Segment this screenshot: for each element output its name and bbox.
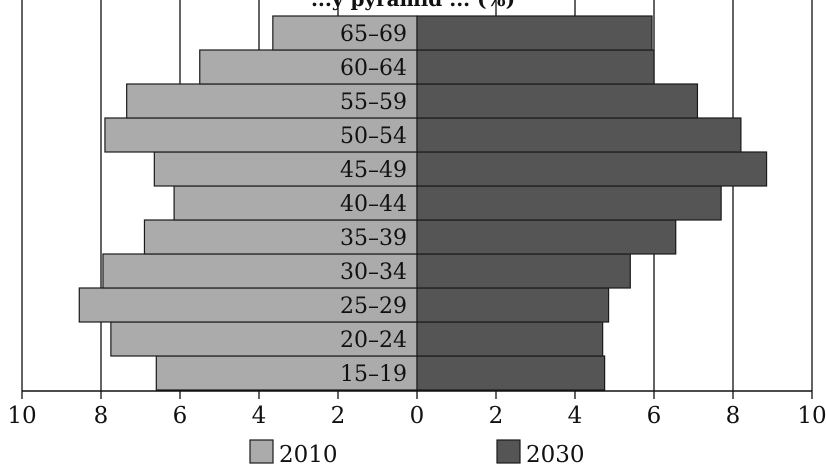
category-label-25–29: 25–29 <box>340 294 407 319</box>
category-label-50–54: 50–54 <box>340 124 407 149</box>
bar-2010-20–24 <box>110 321 418 357</box>
category-label-65–69: 65–69 <box>340 22 407 47</box>
bar-2030-50–54 <box>416 117 742 153</box>
bars <box>78 15 768 391</box>
bar-2030-15–19 <box>416 355 606 391</box>
category-label-40–44: 40–44 <box>340 192 407 217</box>
legend-label-2010: 2010 <box>279 442 338 464</box>
bar-2010-30–34 <box>102 253 418 289</box>
bar-2010-45–49 <box>153 151 418 187</box>
x-tick-label-3: 4 <box>252 403 267 429</box>
x-tick-label-8: 6 <box>647 403 662 429</box>
x-tick-label-0: 10 <box>7 403 36 429</box>
x-tick-label-10: 10 <box>797 403 826 429</box>
category-label-30–34: 30–34 <box>340 260 407 285</box>
bar-2030-45–49 <box>416 151 768 187</box>
x-tick-label-6: 2 <box>489 403 504 429</box>
category-labels: 15–19 20–24 25–29 30–34 35–39 40–44 45–49 50–54… <box>340 22 407 387</box>
bar-2030-20–24 <box>416 321 604 357</box>
category-label-45–49: 45–49 <box>340 158 407 183</box>
category-label-55–59: 55–59 <box>340 90 407 115</box>
bar-2010-40–44 <box>173 185 418 221</box>
legend-swatch-2030 <box>496 439 521 464</box>
bar-2010-50–54 <box>104 117 418 153</box>
x-tick-label-7: 4 <box>568 403 583 429</box>
category-label-15–19: 15–19 <box>340 362 407 387</box>
category-label-35–39: 35–39 <box>340 226 407 251</box>
chart-title: ...y pyramid ... (%) <box>311 0 515 11</box>
x-tick-label-4: 2 <box>331 403 346 429</box>
bar-2030-60–64 <box>416 49 655 85</box>
legend-swatch-2010 <box>249 439 274 464</box>
bar-2010-55–59 <box>126 83 418 119</box>
category-label-20–24: 20–24 <box>340 328 407 353</box>
bar-2030-65–69 <box>416 15 653 51</box>
bar-2030-40–44 <box>416 185 722 221</box>
x-tick-label-1: 8 <box>94 403 109 429</box>
bar-2010-25–29 <box>78 287 418 323</box>
bar-2030-30–34 <box>416 253 631 289</box>
x-tick-label-5: 0 <box>410 403 425 429</box>
bar-2030-55–59 <box>416 83 699 119</box>
bar-2010-60–64 <box>199 49 418 85</box>
bar-2010-35–39 <box>143 219 418 255</box>
x-axis-ticks: 10 8 6 4 2 0 2 4 6 8 10 <box>7 391 826 429</box>
bar-2010-65–69 <box>272 15 418 51</box>
bar-2030-35–39 <box>416 219 677 255</box>
legend: 2010 2030 <box>249 439 585 464</box>
category-label-60–64: 60–64 <box>340 56 407 81</box>
x-tick-label-2: 6 <box>173 403 188 429</box>
bar-2030-25–29 <box>416 287 610 323</box>
x-tick-label-9: 8 <box>726 403 741 429</box>
legend-label-2030: 2030 <box>526 442 585 464</box>
